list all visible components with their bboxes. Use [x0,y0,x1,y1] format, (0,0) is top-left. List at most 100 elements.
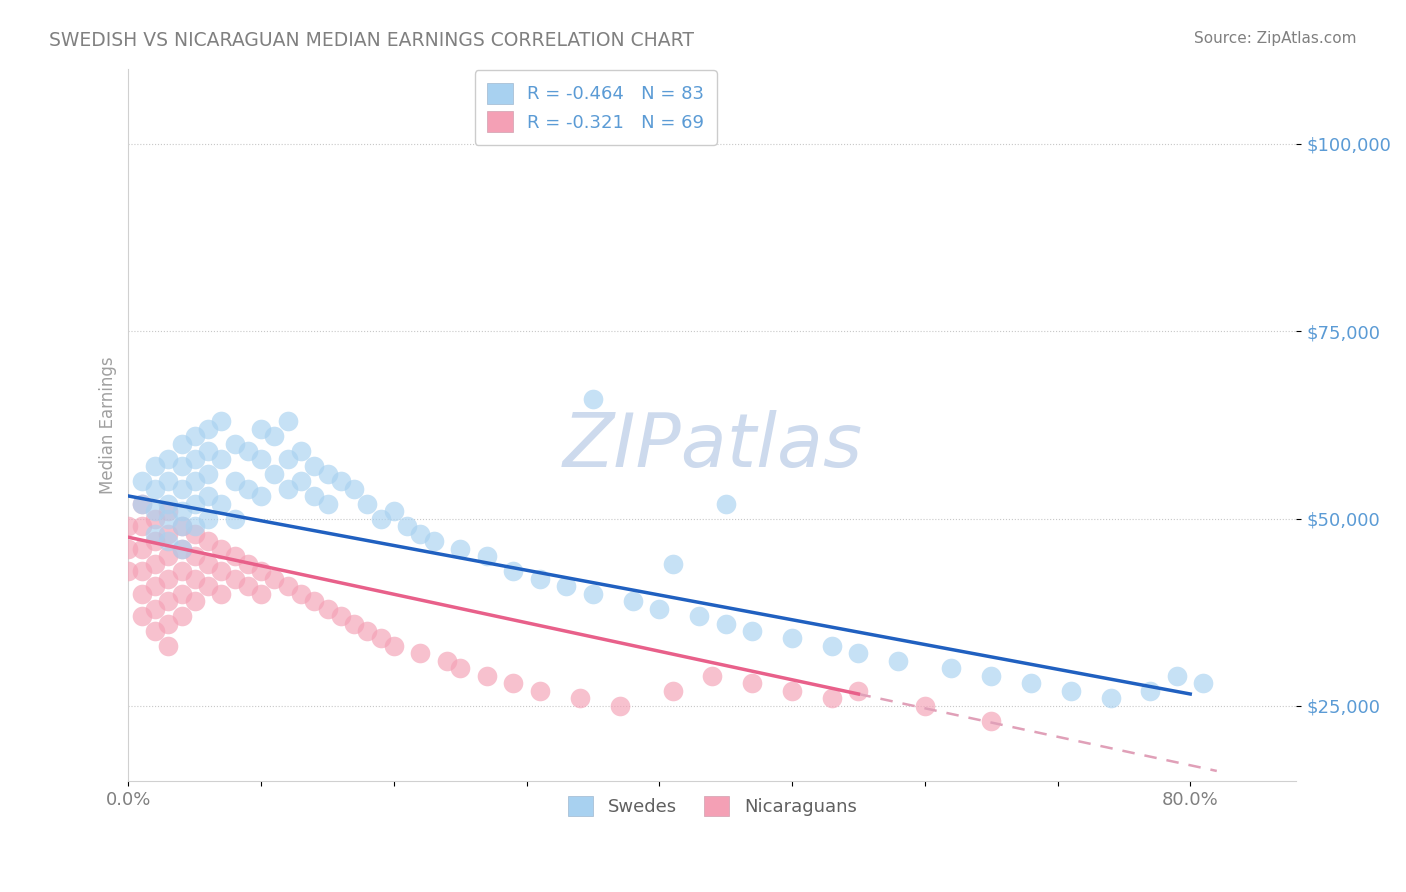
Point [143,624,166,638]
Text: ZIPatlas: ZIPatlas [562,410,862,483]
Point [250,586,273,600]
Point [143,504,166,518]
Point [209,451,232,466]
Point [184,519,207,533]
Point [250,421,273,435]
Text: SWEDISH VS NICARAGUAN MEDIAN EARNINGS CORRELATION CHART: SWEDISH VS NICARAGUAN MEDIAN EARNINGS CO… [49,31,695,50]
Point [821,639,844,653]
Point [316,467,339,481]
Point [343,482,366,496]
Point [236,482,259,496]
Point [502,676,524,690]
Point [170,609,193,624]
Point [209,496,232,510]
Point [131,541,153,556]
Point [304,489,326,503]
Point [304,594,326,608]
Legend: Swedes, Nicaraguans: Swedes, Nicaraguans [560,787,866,825]
Point [422,534,444,549]
Point [304,458,326,473]
Point [290,586,312,600]
Point [170,482,193,496]
Point [170,541,193,556]
Point [1099,691,1122,706]
Point [702,669,724,683]
Point [941,661,963,675]
Point [143,601,166,615]
Y-axis label: Median Earnings: Median Earnings [100,356,117,493]
Text: Source: ZipAtlas.com: Source: ZipAtlas.com [1194,31,1357,46]
Point [236,579,259,593]
Point [848,684,870,698]
Point [1060,684,1083,698]
Point [184,451,207,466]
Point [568,691,591,706]
Point [382,504,405,518]
Point [157,496,180,510]
Point [449,661,471,675]
Point [117,519,139,533]
Point [143,557,166,571]
Point [209,541,232,556]
Point [209,564,232,578]
Point [157,594,180,608]
Point [170,458,193,473]
Point [370,632,392,646]
Point [502,564,524,578]
Point [621,594,644,608]
Point [263,467,285,481]
Point [980,669,1002,683]
Point [356,496,378,510]
Point [143,458,166,473]
Point [224,572,246,586]
Point [582,392,605,406]
Point [197,511,219,525]
Point [209,586,232,600]
Point [1139,684,1161,698]
Point [821,691,844,706]
Point [277,482,299,496]
Point [409,647,432,661]
Point [157,451,180,466]
Point [184,474,207,488]
Point [157,549,180,563]
Point [157,639,180,653]
Point [224,549,246,563]
Point [409,526,432,541]
Point [157,504,180,518]
Point [184,549,207,563]
Point [436,654,458,668]
Point [1192,676,1215,690]
Point [277,451,299,466]
Point [143,482,166,496]
Point [370,511,392,525]
Point [648,601,671,615]
Point [316,496,339,510]
Point [449,541,471,556]
Point [236,444,259,458]
Point [197,467,219,481]
Point [382,639,405,653]
Point [117,541,139,556]
Point [131,519,153,533]
Point [143,579,166,593]
Point [209,414,232,428]
Point [475,549,498,563]
Point [848,647,870,661]
Point [250,564,273,578]
Point [131,496,153,510]
Point [250,489,273,503]
Point [224,436,246,450]
Point [582,586,605,600]
Point [143,534,166,549]
Point [1166,669,1188,683]
Point [197,557,219,571]
Point [131,586,153,600]
Point [741,624,763,638]
Point [170,504,193,518]
Point [157,511,180,525]
Point [475,669,498,683]
Point [184,526,207,541]
Point [661,557,683,571]
Point [914,698,936,713]
